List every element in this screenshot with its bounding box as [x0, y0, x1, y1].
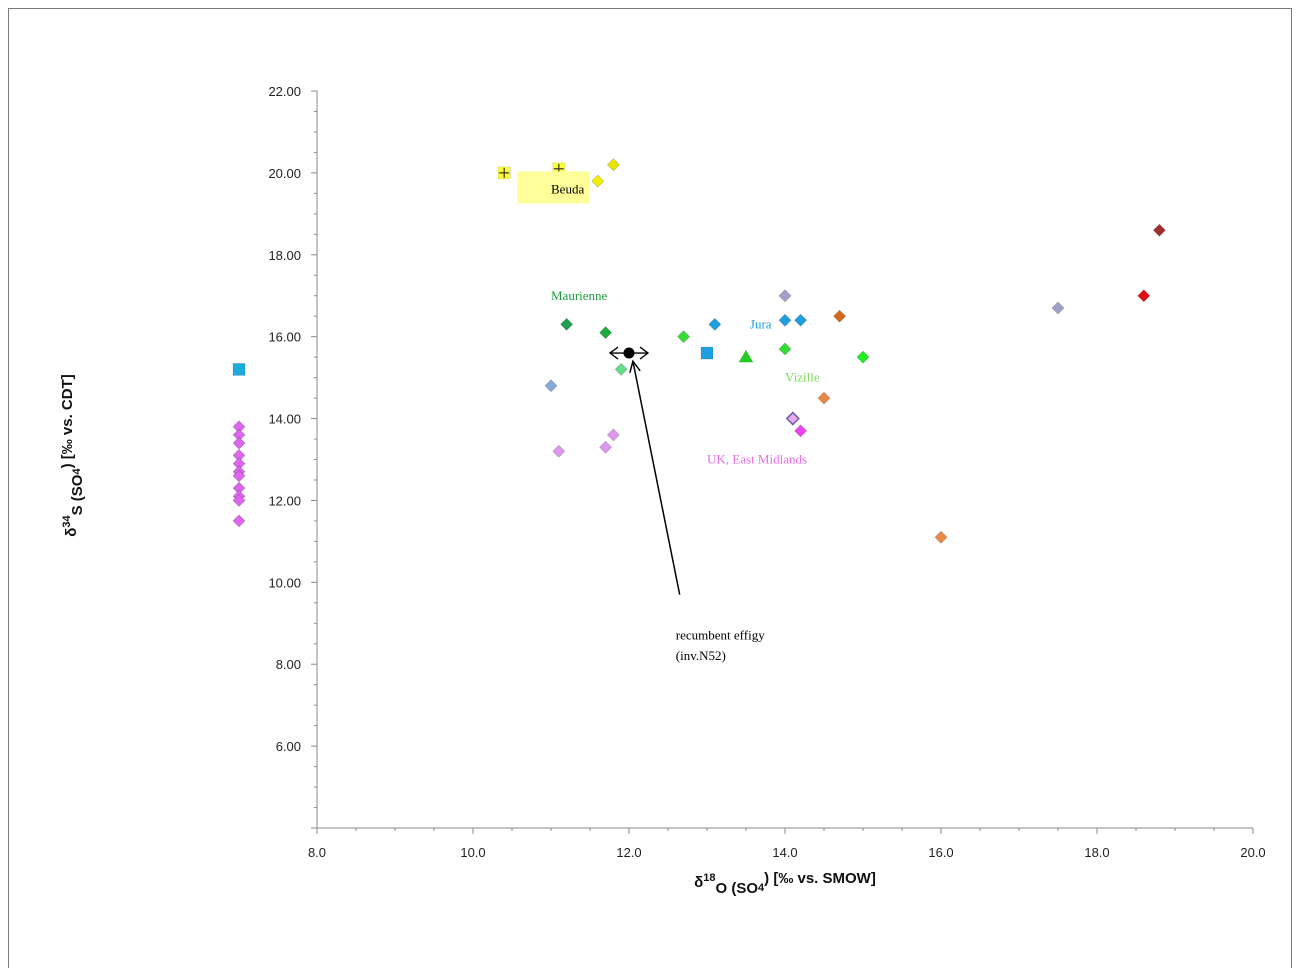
y-tick-label: 12.00 — [268, 493, 301, 508]
y-tick-label: 6.00 — [276, 739, 301, 754]
annotation-label: UK, East Midlands — [707, 452, 807, 467]
x-tick-label: 20.0 — [1240, 845, 1265, 860]
y-tick-label: 14.00 — [268, 412, 301, 427]
diamond-point — [599, 326, 613, 339]
diamond-point — [560, 317, 574, 331]
diamond-point — [599, 440, 613, 454]
label-highlight — [517, 171, 589, 204]
x-tick-label: 12.0 — [616, 845, 641, 860]
diamond-point — [934, 530, 948, 544]
annotation-label: (inv.N52) — [676, 648, 726, 663]
y-tick-label: 18.00 — [268, 248, 301, 263]
diamond-point — [232, 469, 246, 483]
annotation-label: Jura — [750, 316, 772, 331]
diamond-point — [794, 424, 808, 438]
y-tick-label: 10.00 — [268, 575, 301, 590]
axis-titles: δ18O (SO4) [‰ vs. SMOW] δ34S (SO4) [‰ vs.… — [59, 374, 876, 897]
diamond-point — [1051, 301, 1065, 315]
diamond-point — [708, 317, 722, 331]
diamond-point — [785, 411, 800, 426]
chart-frame — [8, 8, 1292, 968]
y-tick-label: 16.00 — [268, 330, 301, 345]
y-tick-label: 8.00 — [276, 657, 301, 672]
diamond-point — [856, 350, 870, 364]
annotation-arrow — [629, 359, 681, 595]
diamond-point — [591, 174, 605, 188]
diamond-point — [778, 342, 792, 356]
diamond-point — [606, 428, 620, 442]
x-tick-label: 18.0 — [1084, 845, 1109, 860]
diamond-point — [817, 391, 831, 405]
diamond-point — [232, 494, 246, 507]
diamond-point — [232, 514, 246, 528]
diamond-point — [1137, 289, 1151, 303]
tick-labels: 6.00 8.00 10.00 12.00 14.00 16.00 18.00 20.00 22… — [268, 84, 1265, 860]
square-point — [232, 363, 246, 376]
x-tick-label: 16.0 — [928, 845, 953, 860]
arrow-head — [629, 359, 641, 374]
diamond-point — [552, 444, 566, 458]
y-tick-label: 20.00 — [268, 166, 301, 181]
annotation-label: Vizille — [785, 370, 820, 385]
diamond-point — [677, 330, 691, 344]
square-plus-point — [497, 166, 511, 180]
annotation-label: Maurienne — [551, 288, 608, 303]
square-point — [700, 346, 714, 360]
x-tick-label: 10.0 — [460, 845, 485, 860]
diamond-point — [778, 289, 792, 303]
arrow-line — [632, 361, 681, 595]
diamond-point — [606, 158, 620, 172]
x-axis-title: δ18O (SO4) [‰ vs. SMOW] — [694, 870, 876, 897]
effigy-left-arrow — [608, 346, 619, 360]
annotations: Beuda Maurienne Jura Vizille UK, East Midlan… — [517, 171, 820, 663]
data-points — [232, 158, 1166, 544]
x-tick-label: 14.0 — [772, 845, 797, 860]
diamond-point — [614, 362, 628, 376]
diamond-point — [544, 379, 558, 393]
effigy-point — [608, 346, 650, 360]
triangle-point — [738, 349, 754, 363]
annotation-label: Beuda — [551, 181, 584, 196]
diamond-point — [833, 309, 847, 323]
x-tick-label: 8.0 — [308, 845, 326, 860]
y-tick-label: 22.00 — [268, 84, 301, 99]
diamond-point — [1152, 223, 1166, 237]
effigy-right-arrow — [639, 346, 650, 360]
diamond-point — [778, 313, 792, 327]
axes — [311, 90, 1254, 834]
y-axis-title: δ34S (SO4) [‰ vs. CDT] — [59, 374, 86, 537]
annotation-label: recumbent effigy — [676, 628, 765, 643]
diamond-point — [232, 436, 246, 450]
diamond-point — [794, 313, 808, 327]
